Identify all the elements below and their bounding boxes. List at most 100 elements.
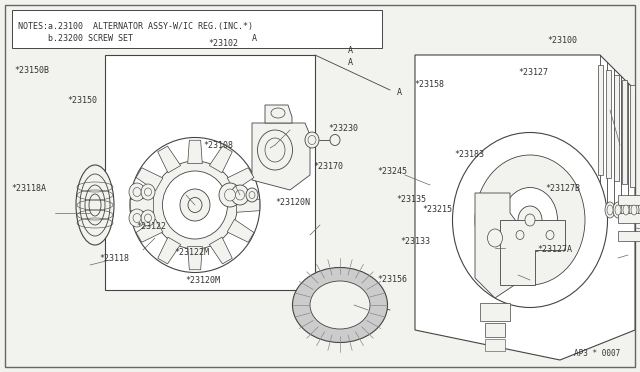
Ellipse shape <box>613 202 623 218</box>
Ellipse shape <box>621 202 631 218</box>
Polygon shape <box>157 237 180 264</box>
Ellipse shape <box>152 161 237 249</box>
Ellipse shape <box>133 214 141 222</box>
Text: *23127B: *23127B <box>545 185 580 193</box>
Ellipse shape <box>502 187 557 253</box>
Ellipse shape <box>525 214 535 226</box>
Polygon shape <box>105 55 315 290</box>
Ellipse shape <box>308 135 316 144</box>
Text: *23150B: *23150B <box>14 66 49 75</box>
Ellipse shape <box>615 205 621 215</box>
Text: AP3 * 0007: AP3 * 0007 <box>573 349 620 358</box>
Text: *23245: *23245 <box>378 167 408 176</box>
Text: *23156: *23156 <box>378 275 408 284</box>
Polygon shape <box>136 219 163 242</box>
Text: *23122: *23122 <box>136 222 166 231</box>
Polygon shape <box>598 65 603 175</box>
Ellipse shape <box>219 183 241 207</box>
Ellipse shape <box>76 165 114 245</box>
Ellipse shape <box>605 202 615 218</box>
Ellipse shape <box>330 135 340 145</box>
Ellipse shape <box>518 206 542 234</box>
Text: *23127: *23127 <box>518 68 548 77</box>
Text: *23118: *23118 <box>99 254 129 263</box>
Polygon shape <box>415 55 635 360</box>
Polygon shape <box>252 123 310 190</box>
Polygon shape <box>227 168 254 190</box>
Bar <box>618 213 640 223</box>
Text: A: A <box>348 46 353 55</box>
Polygon shape <box>614 75 619 181</box>
Ellipse shape <box>631 205 637 215</box>
Polygon shape <box>622 80 627 184</box>
Ellipse shape <box>231 185 249 205</box>
Text: *23170: *23170 <box>314 162 344 171</box>
Bar <box>480 303 510 321</box>
Bar <box>485 339 505 351</box>
Text: *23230: *23230 <box>328 124 358 133</box>
Polygon shape <box>131 198 154 212</box>
Text: A: A <box>397 88 402 97</box>
Text: *23120M: *23120M <box>186 276 221 285</box>
Text: *23118A: *23118A <box>12 185 47 193</box>
Polygon shape <box>188 140 202 164</box>
Bar <box>485 323 505 337</box>
Text: NOTES:a.23100  ALTERNATOR ASSY-W/IC REG.(INC.*): NOTES:a.23100 ALTERNATOR ASSY-W/IC REG.(… <box>18 22 253 31</box>
Ellipse shape <box>180 189 210 221</box>
Text: *23100: *23100 <box>547 36 577 45</box>
Polygon shape <box>188 246 202 270</box>
Ellipse shape <box>129 209 145 227</box>
Ellipse shape <box>85 185 105 225</box>
Text: *23127A: *23127A <box>538 246 573 254</box>
Polygon shape <box>157 146 180 173</box>
Bar <box>12 10 382 48</box>
Text: A: A <box>348 58 353 67</box>
Polygon shape <box>227 219 254 242</box>
Ellipse shape <box>623 205 629 215</box>
Polygon shape <box>209 146 232 173</box>
Text: *23215: *23215 <box>422 205 452 214</box>
Ellipse shape <box>129 183 145 201</box>
Text: *23102: *23102 <box>208 39 238 48</box>
Ellipse shape <box>141 184 155 200</box>
Ellipse shape <box>225 189 236 201</box>
Text: *23135: *23135 <box>397 195 427 203</box>
Polygon shape <box>236 198 260 212</box>
Ellipse shape <box>265 138 285 162</box>
Ellipse shape <box>488 229 502 247</box>
Polygon shape <box>136 168 163 190</box>
Ellipse shape <box>310 281 370 329</box>
Ellipse shape <box>236 190 244 200</box>
Text: b.23200 SCREW SET: b.23200 SCREW SET <box>18 34 133 43</box>
Ellipse shape <box>516 231 524 240</box>
Text: *23150: *23150 <box>67 96 97 105</box>
Polygon shape <box>475 193 525 298</box>
Ellipse shape <box>133 187 141 196</box>
Text: *23122M: *23122M <box>175 248 210 257</box>
Text: *23120N: *23120N <box>275 198 310 207</box>
Ellipse shape <box>249 192 255 199</box>
Polygon shape <box>209 237 232 264</box>
Text: *23133: *23133 <box>400 237 430 246</box>
Ellipse shape <box>607 205 613 215</box>
Polygon shape <box>606 70 611 178</box>
Text: *23183: *23183 <box>454 150 484 159</box>
Polygon shape <box>265 105 292 123</box>
Ellipse shape <box>475 155 585 285</box>
Ellipse shape <box>271 108 285 118</box>
Ellipse shape <box>130 138 260 273</box>
Ellipse shape <box>292 267 387 343</box>
Ellipse shape <box>629 202 639 218</box>
Ellipse shape <box>546 231 554 240</box>
Ellipse shape <box>257 130 292 170</box>
Text: A: A <box>252 34 257 43</box>
Ellipse shape <box>80 174 110 236</box>
Bar <box>618 195 640 205</box>
Ellipse shape <box>145 214 152 222</box>
Ellipse shape <box>141 210 155 226</box>
Ellipse shape <box>145 188 152 196</box>
Text: *23108: *23108 <box>204 141 234 150</box>
Ellipse shape <box>305 132 319 148</box>
Polygon shape <box>500 220 565 285</box>
Ellipse shape <box>89 194 101 216</box>
